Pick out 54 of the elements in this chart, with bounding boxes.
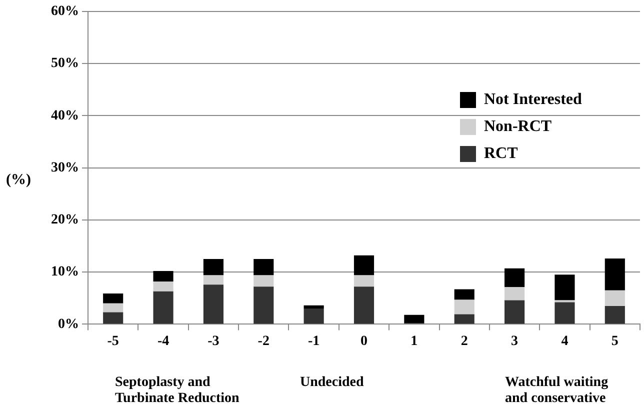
x-tick-label: 1 bbox=[410, 334, 418, 350]
bar bbox=[454, 289, 474, 300]
y-tick-label: 20% bbox=[51, 212, 79, 228]
bar bbox=[504, 287, 525, 300]
x-tick-label: 5 bbox=[611, 334, 618, 350]
x-tick-label: -1 bbox=[308, 334, 320, 350]
y-axis-title: (%) bbox=[6, 172, 31, 189]
x-tick-label: -3 bbox=[208, 334, 220, 350]
x-tick-label: 4 bbox=[561, 334, 568, 350]
legend-label: Non-RCT bbox=[484, 118, 552, 136]
bar bbox=[203, 275, 224, 285]
x-tick-label: -4 bbox=[157, 334, 170, 350]
bar bbox=[354, 275, 374, 287]
bar bbox=[504, 300, 525, 324]
bar bbox=[153, 271, 174, 282]
legend-label: RCT bbox=[484, 144, 518, 162]
text: Septoplasty and Turbinate Reduction bbox=[115, 375, 240, 407]
bar bbox=[103, 293, 124, 304]
bar bbox=[304, 308, 324, 324]
y-tick-label: 30% bbox=[51, 160, 79, 176]
legend-label: Not Interested bbox=[484, 90, 582, 108]
bar bbox=[103, 303, 124, 312]
x-tick-label: 0 bbox=[360, 334, 368, 350]
bar bbox=[604, 290, 625, 306]
x-tick-label: 2 bbox=[460, 334, 468, 350]
bar bbox=[254, 286, 274, 324]
bar bbox=[153, 281, 174, 292]
bar bbox=[504, 268, 525, 288]
bar bbox=[103, 312, 124, 324]
bar bbox=[304, 305, 324, 309]
x-tick-label: -2 bbox=[258, 334, 270, 350]
bar bbox=[604, 258, 625, 290]
y-tick-label: 50% bbox=[51, 56, 79, 72]
bar bbox=[404, 314, 424, 324]
bar bbox=[203, 284, 224, 324]
bar bbox=[604, 306, 625, 324]
x-tick-label: -5 bbox=[107, 334, 119, 350]
bar bbox=[254, 275, 274, 287]
bar bbox=[554, 274, 575, 300]
y-tick-label: 0% bbox=[58, 316, 79, 332]
bar bbox=[203, 259, 224, 276]
bar bbox=[153, 291, 174, 324]
y-tick-label: 40% bbox=[51, 108, 79, 124]
bar bbox=[254, 259, 274, 276]
bar bbox=[454, 300, 474, 314]
bar bbox=[354, 286, 374, 324]
text: Undecided bbox=[300, 375, 364, 391]
y-tick-label: 60% bbox=[51, 4, 79, 20]
x-tick-label: 3 bbox=[511, 334, 518, 350]
text: Watchful waiting and conservative bbox=[505, 375, 608, 407]
y-tick-label: 10% bbox=[51, 264, 79, 280]
bar bbox=[554, 302, 575, 324]
bar bbox=[454, 314, 474, 324]
bar bbox=[354, 255, 374, 276]
